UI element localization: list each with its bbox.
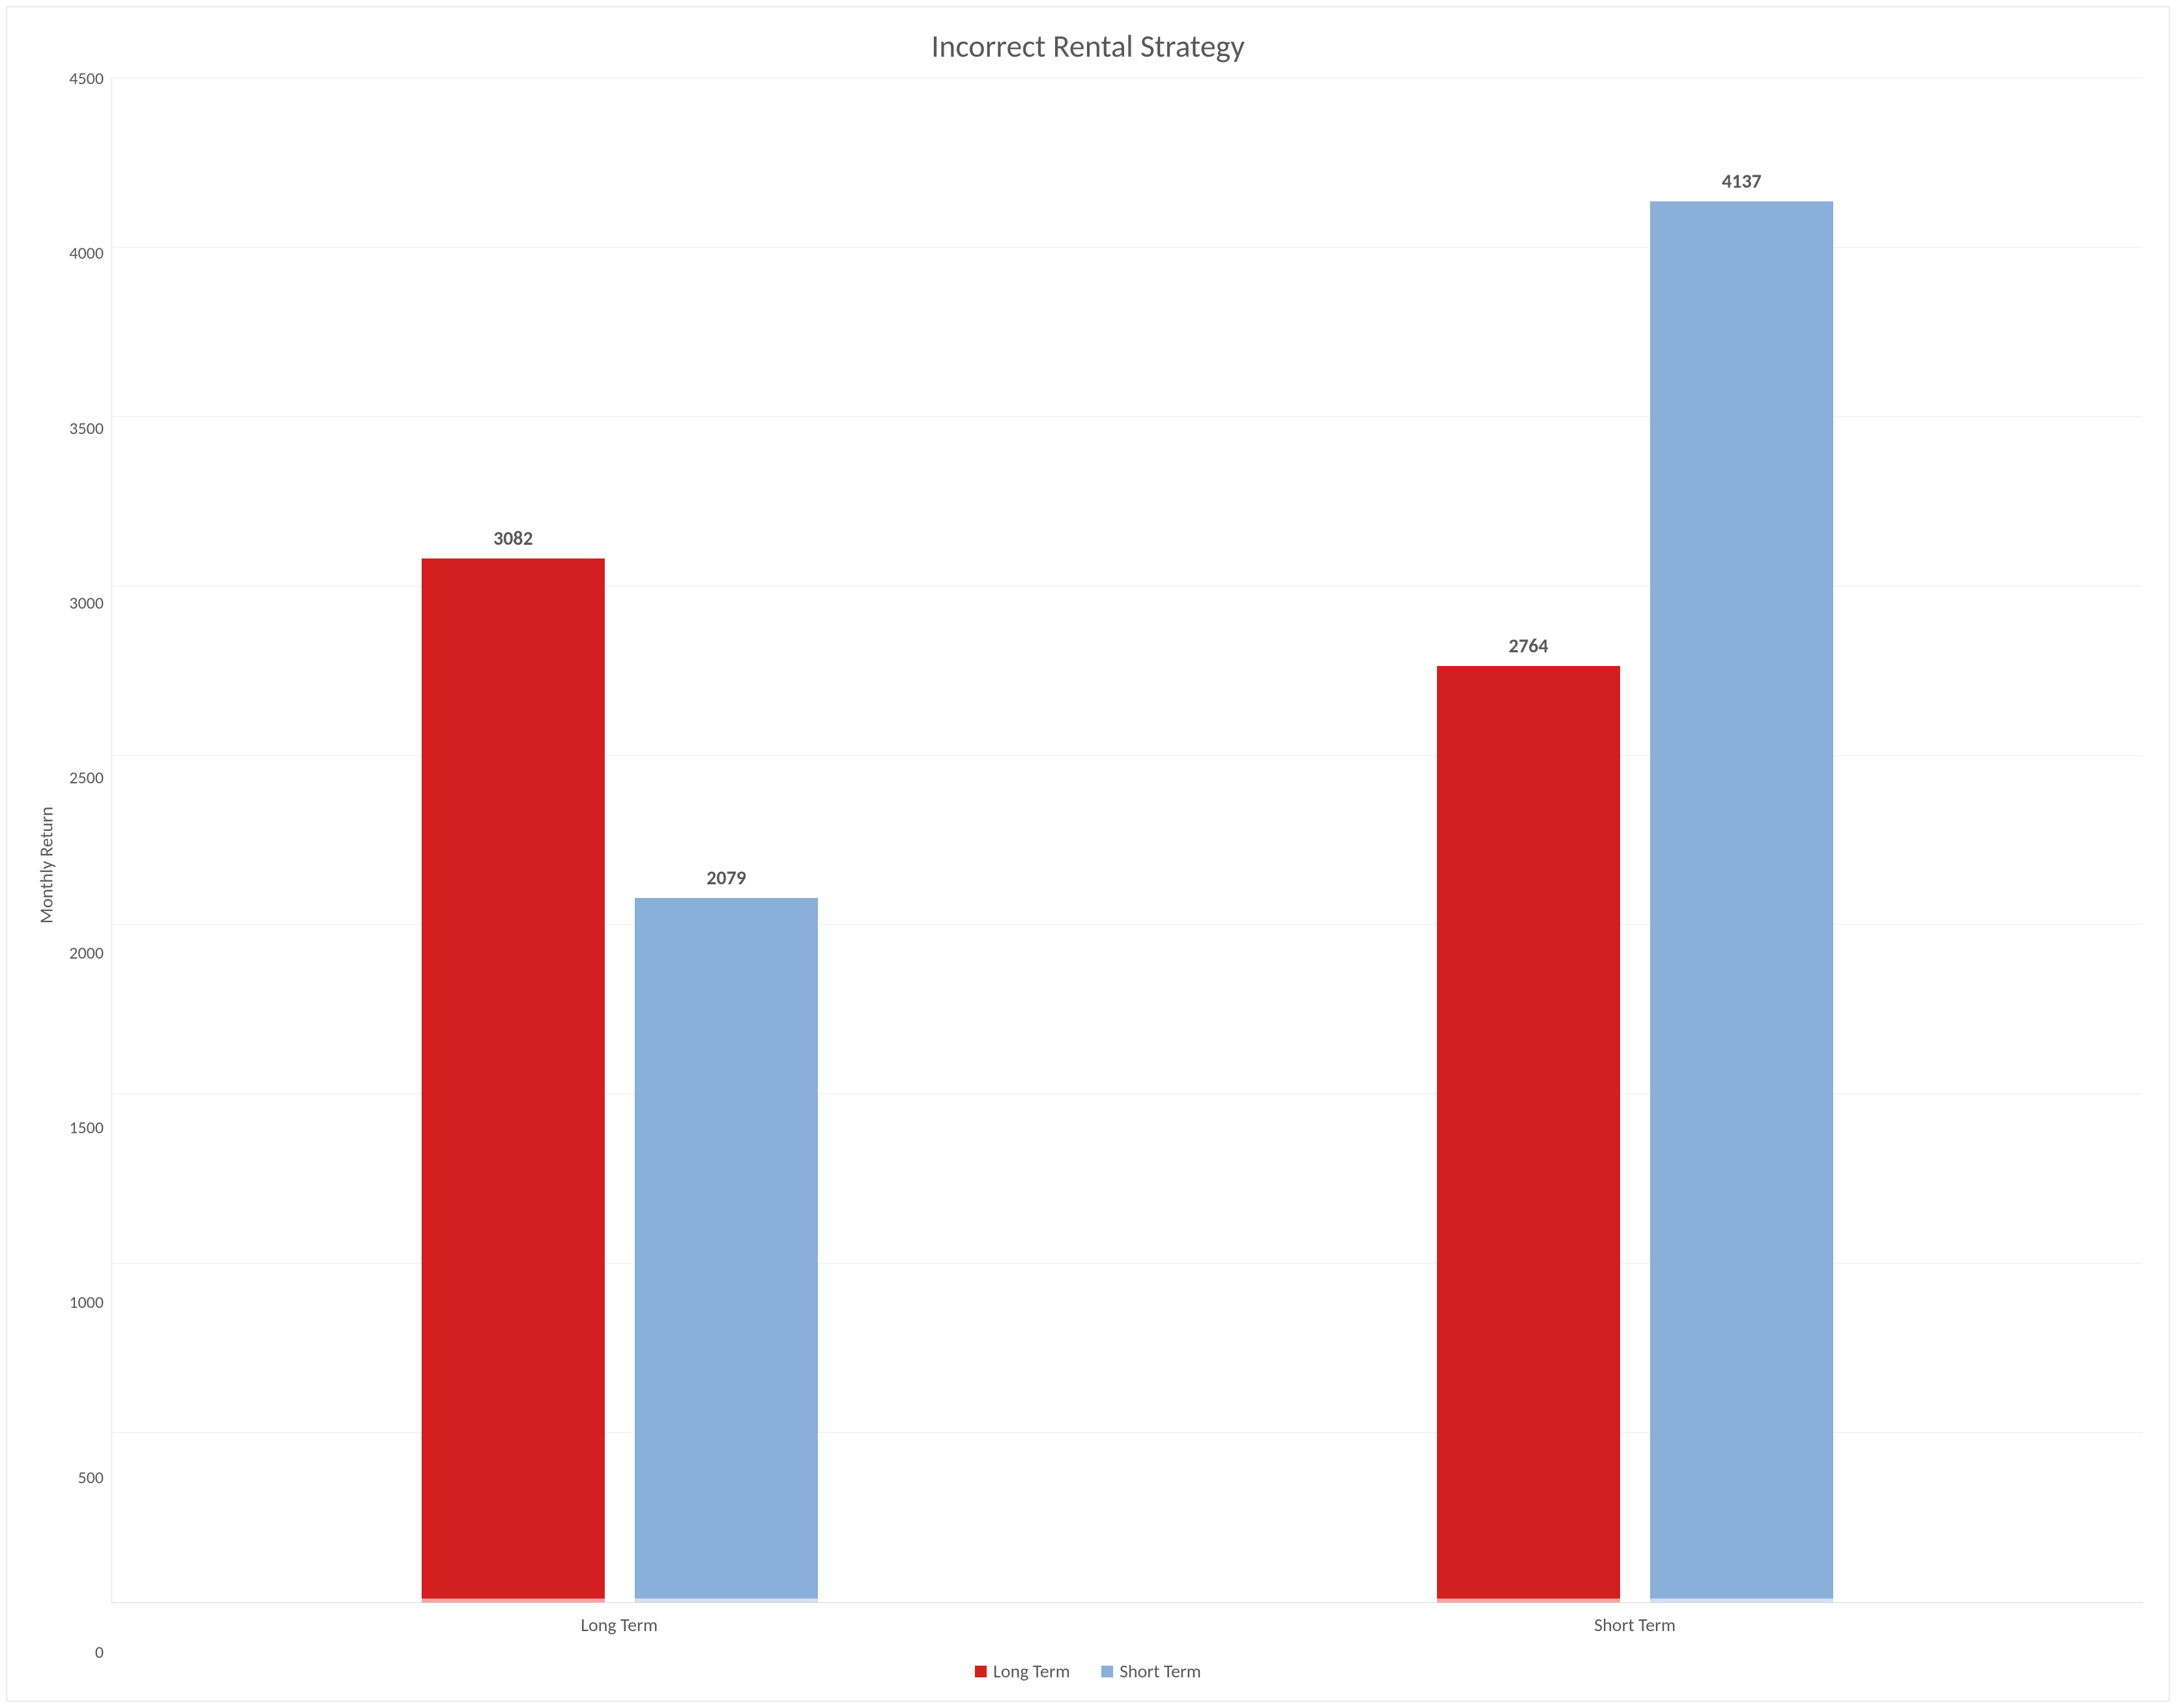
bar: 3082	[422, 558, 604, 1602]
chart-body: Monthly Return 0500100015002000250030003…	[33, 78, 2143, 1652]
y-tick-label: 4000	[69, 242, 104, 263]
legend-label: Long Term	[993, 1660, 1070, 1683]
plot-wrap: 3082207927644137 Long TermShort Term	[111, 78, 2143, 1652]
bar-underline	[422, 1599, 604, 1602]
legend: Long Term Short Term	[33, 1652, 2143, 1688]
bar-underline	[635, 1599, 817, 1602]
y-tick-label: 2000	[69, 942, 104, 963]
bar: 2764	[1437, 666, 1619, 1602]
y-tick-label: 2500	[69, 767, 104, 788]
bar-underline	[1650, 1599, 1833, 1602]
y-tick-label: 0	[95, 1642, 104, 1662]
bar-group: 30822079	[112, 78, 1127, 1602]
bar-data-label: 2079	[706, 866, 746, 890]
bar: 2079	[635, 898, 817, 1602]
chart-title: Incorrect Rental Strategy	[33, 20, 2143, 78]
bars-layer: 3082207927644137	[112, 78, 2143, 1602]
legend-item: Short Term	[1101, 1660, 1201, 1683]
legend-swatch	[1101, 1666, 1113, 1677]
y-tick-label: 3500	[69, 418, 104, 439]
y-axis-label: Monthly Return	[35, 807, 58, 924]
chart-frame: Incorrect Rental Strategy Monthly Return…	[7, 7, 2169, 1701]
y-tick-label: 4500	[69, 68, 104, 89]
legend-label: Short Term	[1120, 1660, 1201, 1683]
legend-swatch	[975, 1666, 987, 1677]
plot-area: 3082207927644137	[111, 78, 2143, 1603]
x-category-label: Long Term	[111, 1614, 1127, 1636]
bar-group: 27644137	[1127, 78, 2143, 1602]
x-category-label: Short Term	[1127, 1614, 2143, 1636]
legend-item: Long Term	[975, 1660, 1070, 1683]
bar: 4137	[1650, 201, 1833, 1602]
x-axis: Long TermShort Term	[111, 1603, 2143, 1652]
y-axis-label-wrap: Monthly Return	[33, 78, 59, 1652]
y-axis-ticks: 050010001500200025003000350040004500	[59, 78, 111, 1652]
y-tick-label: 3000	[69, 592, 104, 613]
y-tick-label: 500	[78, 1467, 104, 1488]
bar-data-label: 3082	[493, 527, 533, 551]
bar-data-label: 2764	[1509, 634, 1548, 658]
y-tick-label: 1000	[69, 1292, 104, 1312]
chart-container: Incorrect Rental Strategy Monthly Return…	[0, 0, 2176, 1708]
y-tick-label: 1500	[69, 1117, 104, 1138]
bar-data-label: 4137	[1722, 169, 1762, 194]
bar-underline	[1437, 1599, 1619, 1602]
